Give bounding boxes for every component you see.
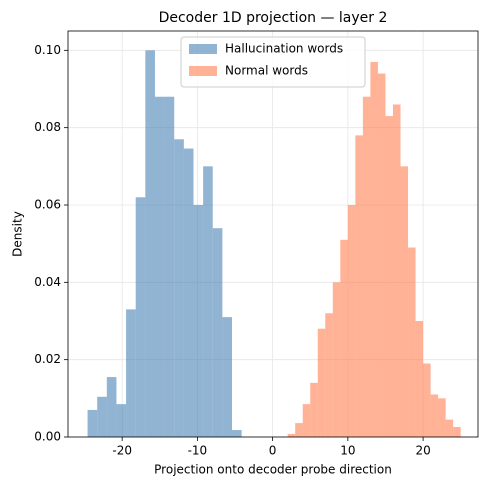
legend-swatch (189, 66, 217, 76)
histogram-bar (212, 228, 223, 437)
histogram-bar (423, 363, 431, 437)
histogram-bar (164, 96, 175, 437)
histogram-bar (408, 247, 416, 437)
histogram-bar (400, 166, 409, 438)
x-tick-label: 20 (415, 444, 430, 458)
histogram-bar (116, 404, 127, 437)
histogram-bar (385, 116, 393, 438)
histogram-bar (310, 382, 318, 437)
legend-swatch (189, 44, 217, 54)
histogram-bar (222, 317, 232, 437)
y-tick-label: 0.08 (34, 120, 61, 134)
histogram-bar (295, 423, 303, 437)
legend: Hallucination words Normal words (180, 36, 366, 88)
histogram-bar (287, 433, 296, 437)
legend-label: Hallucination words (225, 42, 343, 56)
y-tick-label: 0.06 (34, 198, 61, 212)
histogram-bar (392, 104, 401, 437)
histogram-bar (362, 96, 371, 437)
histogram-bar (135, 197, 146, 437)
x-tick-label: 10 (340, 444, 355, 458)
y-tick-label: 0.10 (34, 43, 61, 57)
histogram-bar (430, 394, 439, 437)
chart-title: Decoder 1D projection — layer 2 (159, 10, 388, 26)
histogram-bar (145, 50, 155, 437)
legend-box (180, 36, 366, 88)
histogram-bar (232, 430, 242, 437)
histogram-bar (340, 239, 348, 437)
y-tick-label: 0.02 (34, 352, 61, 366)
histogram-bar (415, 321, 424, 437)
histogram-bar (377, 73, 386, 438)
histogram-bar (302, 404, 311, 437)
bars (87, 50, 461, 438)
histogram-bar (325, 313, 333, 437)
histogram-bar (193, 205, 204, 437)
histogram-bar (445, 419, 454, 437)
histogram-bar (106, 377, 117, 437)
histogram-bar (370, 61, 378, 437)
histogram-bar (355, 135, 363, 437)
histogram-bar (203, 166, 213, 438)
x-tick-label: 0 (269, 444, 277, 458)
histogram-bar (317, 328, 326, 437)
legend-label: Normal words (225, 64, 308, 78)
histogram-bar (347, 205, 356, 437)
y-tick-label: 0.00 (34, 430, 61, 444)
histogram-bar (87, 409, 98, 437)
histogram-bar (174, 139, 184, 437)
histogram-bar (97, 396, 107, 437)
histogram-bar (332, 282, 341, 437)
histogram-bar (438, 398, 446, 437)
histogram-bar (154, 96, 165, 437)
y-tick-label: 0.04 (34, 275, 61, 289)
x-tick-label: -20 (112, 444, 132, 458)
histogram-bar (453, 426, 461, 437)
histogram-bar (183, 148, 194, 437)
histogram-bar (126, 309, 136, 437)
x-tick-label: -10 (188, 444, 208, 458)
x-axis-label: Projection onto decoder probe direction (154, 463, 392, 477)
y-axis-label: Density (11, 211, 25, 257)
